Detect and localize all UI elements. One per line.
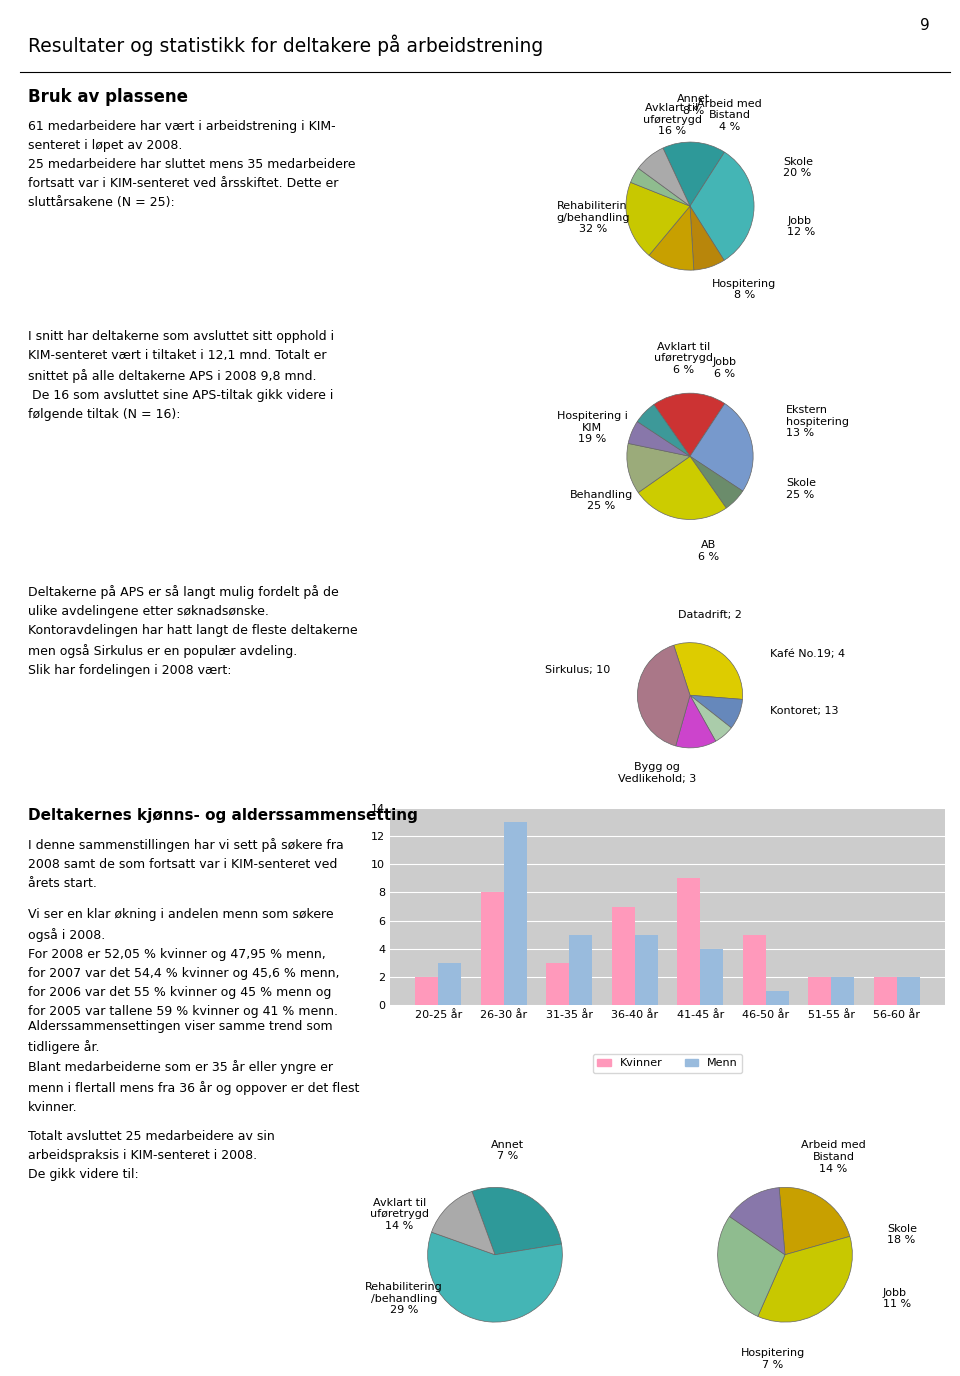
Wedge shape xyxy=(631,168,690,206)
Text: Alderssammensettingen viser samme trend som
tidligere år.
Blant medarbeiderne so: Alderssammensettingen viser samme trend … xyxy=(28,1020,359,1113)
Wedge shape xyxy=(638,457,726,520)
Wedge shape xyxy=(730,1187,785,1255)
Bar xyxy=(700,948,723,1004)
Text: Avklart til
uføretrygd
16 %: Avklart til uføretrygd 16 % xyxy=(642,103,702,136)
Text: I snitt har deltakerne som avsluttet sitt opphold i
KIM-senteret vært i tiltaket: I snitt har deltakerne som avsluttet sit… xyxy=(28,330,334,421)
Wedge shape xyxy=(718,1216,785,1317)
Bar xyxy=(612,907,635,1004)
Wedge shape xyxy=(432,1192,495,1255)
Bar xyxy=(504,821,527,1004)
Text: Avklart til
uføretrygd
14 %: Avklart til uføretrygd 14 % xyxy=(370,1197,429,1232)
Bar xyxy=(897,977,920,1004)
Text: 61 medarbeidere har vært i arbeidstrening i KIM-
senteret i løpet av 2008.
25 me: 61 medarbeidere har vært i arbeidstrenin… xyxy=(28,120,355,209)
Text: Behandling
25 %: Behandling 25 % xyxy=(570,490,634,512)
Wedge shape xyxy=(649,206,694,270)
Text: 9: 9 xyxy=(921,18,930,33)
Wedge shape xyxy=(654,394,725,457)
Bar xyxy=(635,934,658,1004)
Bar xyxy=(831,977,854,1004)
Text: Avklart til
uføretrygd
6 %: Avklart til uføretrygd 6 % xyxy=(654,341,713,376)
Text: Sirkulus; 10: Sirkulus; 10 xyxy=(544,665,610,676)
Text: Hospitering
8 %: Hospitering 8 % xyxy=(712,278,777,300)
Wedge shape xyxy=(690,695,742,728)
Text: Deltakernes kjønns- og alderssammensetting: Deltakernes kjønns- og alderssammensetti… xyxy=(28,808,418,823)
Legend: Kvinner, Menn: Kvinner, Menn xyxy=(593,1054,742,1073)
Text: Rehabilitering
/behandling
29 %: Rehabilitering /behandling 29 % xyxy=(365,1282,443,1315)
Text: Ekstern
hospitering
13 %: Ekstern hospitering 13 % xyxy=(786,405,849,438)
Text: Jobb
6 %: Jobb 6 % xyxy=(712,358,736,378)
Wedge shape xyxy=(757,1237,852,1322)
Text: Kontoret; 13: Kontoret; 13 xyxy=(770,706,838,716)
Text: Datadrift; 2: Datadrift; 2 xyxy=(678,611,742,621)
Bar xyxy=(678,878,700,1004)
Wedge shape xyxy=(628,421,690,457)
Wedge shape xyxy=(637,405,690,457)
Wedge shape xyxy=(674,643,743,699)
Wedge shape xyxy=(637,645,690,746)
Wedge shape xyxy=(427,1232,563,1322)
Text: Arbeid med
Bistand
4 %: Arbeid med Bistand 4 % xyxy=(697,99,762,132)
Text: Resultater og statistikk for deltakere på arbeidstrening: Resultater og statistikk for deltakere p… xyxy=(28,34,543,56)
Text: Annet
8 %: Annet 8 % xyxy=(677,94,709,116)
Text: Annet
7 %: Annet 7 % xyxy=(491,1139,524,1161)
Text: Hospitering i
KIM
19 %: Hospitering i KIM 19 % xyxy=(557,411,628,444)
Wedge shape xyxy=(638,149,690,206)
Wedge shape xyxy=(780,1187,850,1255)
Text: Vi ser en klar økning i andelen menn som søkere
også i 2008.
For 2008 er 52,05 %: Vi ser en klar økning i andelen menn som… xyxy=(28,908,340,1017)
Bar xyxy=(569,934,592,1004)
Text: Bruk av plassene: Bruk av plassene xyxy=(28,88,188,106)
Bar xyxy=(743,934,766,1004)
Wedge shape xyxy=(690,206,724,270)
Wedge shape xyxy=(690,457,743,508)
Wedge shape xyxy=(690,403,754,491)
Bar xyxy=(546,963,569,1004)
Text: Deltakerne på APS er så langt mulig fordelt på de
ulike avdelingene etter søknad: Deltakerne på APS er så langt mulig ford… xyxy=(28,585,358,677)
Wedge shape xyxy=(690,695,732,742)
Text: Rehabiliterin
g/behandling
32 %: Rehabiliterin g/behandling 32 % xyxy=(556,201,630,234)
Bar xyxy=(808,977,831,1004)
Text: Jobb
11 %: Jobb 11 % xyxy=(882,1288,911,1310)
Bar xyxy=(766,991,789,1004)
Wedge shape xyxy=(690,153,754,260)
Text: Kafé No.19; 4: Kafé No.19; 4 xyxy=(770,649,845,659)
Text: Hospitering
7 %: Hospitering 7 % xyxy=(741,1348,805,1370)
Bar xyxy=(438,963,461,1004)
Text: AB
6 %: AB 6 % xyxy=(698,541,719,561)
Text: Skole
20 %: Skole 20 % xyxy=(782,157,813,179)
Text: Totalt avsluttet 25 medarbeidere av sin
arbeidspraksis i KIM-senteret i 2008.
De: Totalt avsluttet 25 medarbeidere av sin … xyxy=(28,1130,275,1181)
Bar xyxy=(481,893,504,1004)
Text: Skole
18 %: Skole 18 % xyxy=(887,1223,918,1245)
Wedge shape xyxy=(472,1187,562,1255)
Text: Bygg og
Vedlikehold; 3: Bygg og Vedlikehold; 3 xyxy=(618,762,697,784)
Wedge shape xyxy=(676,695,716,749)
Wedge shape xyxy=(626,183,690,256)
Bar xyxy=(416,977,438,1004)
Text: Jobb
12 %: Jobb 12 % xyxy=(787,216,816,238)
Bar xyxy=(874,977,897,1004)
Wedge shape xyxy=(627,443,690,493)
Text: I denne sammenstillingen har vi sett på søkere fra
2008 samt de som fortsatt var: I denne sammenstillingen har vi sett på … xyxy=(28,838,344,890)
Text: Arbeid med
Bistand
14 %: Arbeid med Bistand 14 % xyxy=(802,1141,866,1174)
Text: Skole
25 %: Skole 25 % xyxy=(786,479,816,499)
Wedge shape xyxy=(663,142,725,206)
